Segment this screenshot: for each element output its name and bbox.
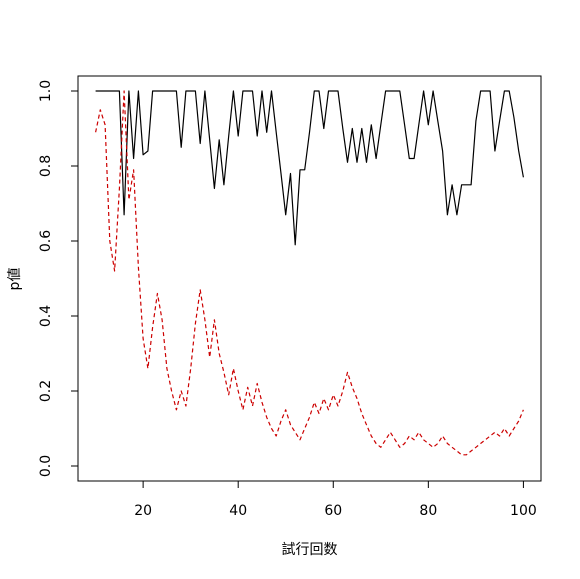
x-axis: 20 40 60 80 100 [134, 480, 537, 519]
x-tick-label: 80 [419, 503, 437, 519]
series-line-1 [95, 90, 524, 246]
x-tick-label: 100 [510, 503, 537, 519]
x-tick-label: 60 [324, 503, 342, 519]
y-tick-label: 0.6 [38, 230, 54, 252]
y-axis-title: p値 [7, 268, 23, 291]
y-tick-label: 0.2 [38, 380, 54, 402]
x-tick-label: 20 [134, 503, 152, 519]
y-tick-label: 0.4 [38, 305, 54, 327]
x-axis-title: 試行回数 [282, 542, 338, 558]
series-layer [95, 90, 524, 456]
series-line-2 [95, 90, 524, 456]
y-tick-label: 0.8 [38, 155, 54, 177]
y-tick-label: 1.0 [38, 80, 54, 102]
y-axis: 0.0 0.2 0.4 0.6 0.8 1.0 [38, 80, 79, 477]
x-tick-label: 40 [229, 503, 247, 519]
y-tick-label: 0.0 [38, 455, 54, 477]
